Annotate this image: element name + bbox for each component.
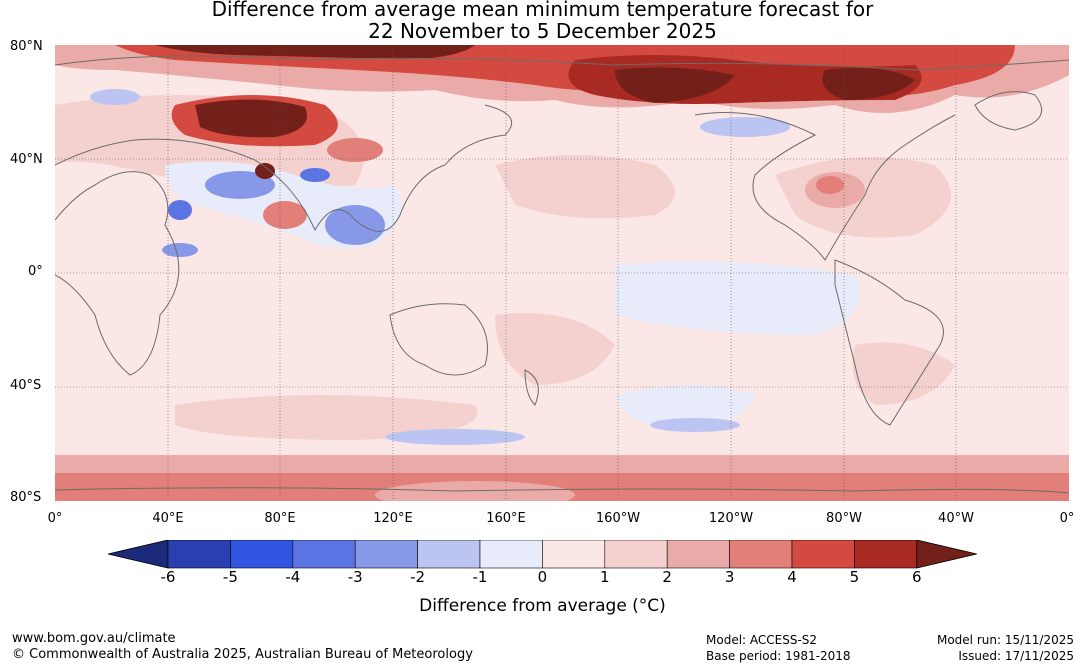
north-america-coast <box>694 112 956 261</box>
coastlines <box>55 55 1069 494</box>
temperature-anomaly-map <box>55 45 1069 501</box>
footer-base-period: Base period: 1981-2018 <box>706 649 851 663</box>
colorbar-extend-low <box>108 540 169 569</box>
cool-patch-alaska <box>700 117 790 137</box>
lon-label-0-west: 0° <box>47 511 63 526</box>
colorbar-cell <box>854 540 918 569</box>
footer-model: Model: ACCESS-S2 <box>706 633 818 647</box>
new-zealand-coast <box>524 369 539 406</box>
graticule <box>55 45 1069 501</box>
cool-patch-southeast-asia <box>325 205 385 245</box>
colorbar-cell <box>479 540 543 569</box>
lat-label-80s: 80°S <box>10 490 42 505</box>
west-siberia-extreme <box>195 99 307 138</box>
colorbar-cell <box>604 540 668 569</box>
lat-label-40s: 40°S <box>10 378 42 393</box>
cool-spot-himalaya <box>300 168 330 182</box>
iceland-greenland-coast <box>974 91 1043 131</box>
warm-patch-tasman <box>495 313 615 385</box>
lat-label-40n: 40°N <box>10 152 43 167</box>
footer-issued: Issued: 17/11/2025 <box>958 649 1074 663</box>
colorbar-extend-high <box>916 540 977 569</box>
colorbar-cell <box>354 540 418 569</box>
cool-patch-tibet <box>205 171 275 199</box>
tarim-hotspot <box>255 163 275 179</box>
colorbar-tick-label: 4 <box>787 568 797 586</box>
arctic-extreme-west <box>155 45 475 60</box>
warm-patch-north-pacific <box>495 155 675 219</box>
colorbar-tick-label: 6 <box>912 568 922 586</box>
warm-patch-southern-indian <box>175 395 478 440</box>
cool-streak-southern-ocean <box>385 429 525 445</box>
lon-label-160e: 160°E <box>486 511 526 526</box>
lat-label-0: 0° <box>28 264 43 279</box>
colorbar-cell <box>542 540 606 569</box>
cool-patch-scandinavia <box>90 89 140 105</box>
india-warm <box>263 201 307 229</box>
colorbar-tick-label: 2 <box>662 568 672 586</box>
colorbar-label: Difference from average (°C) <box>419 596 666 616</box>
cool-streak-south-pacific <box>650 418 740 432</box>
footer-model-run: Model run: 15/11/2025 <box>936 633 1074 647</box>
africa-coast <box>55 171 180 376</box>
lat-label-80n: 80°N <box>10 39 43 54</box>
lon-label-0-east: 0° <box>1059 511 1075 526</box>
colorbar-tick-label: -6 <box>160 568 176 586</box>
cool-patch-equatorial-pacific <box>615 261 860 335</box>
mongolia-warm <box>327 138 383 162</box>
south-america-coast <box>834 259 944 426</box>
colorbar-tick-label: -5 <box>222 568 238 586</box>
lon-label-40w: 40°W <box>938 511 974 526</box>
colorbar-tick-label: 0 <box>537 568 548 586</box>
colorbar-cell <box>729 540 793 569</box>
colorbar-cell <box>791 540 855 569</box>
colorbar-tick-label: -4 <box>285 568 301 586</box>
us-east-hot <box>816 176 844 194</box>
colorbar-tick-label: 1 <box>600 568 610 586</box>
colorbar <box>108 540 977 569</box>
colorbar-cell <box>167 540 231 569</box>
antarctica-coast <box>55 487 1069 494</box>
lon-label-80w: 80°W <box>826 511 862 526</box>
lon-label-160w: 160°W <box>595 511 641 526</box>
colorbar-cell <box>417 540 481 569</box>
asia-coast <box>55 104 513 232</box>
lon-label-120w: 120°W <box>708 511 754 526</box>
colorbar-tick-label: -1 <box>472 568 488 586</box>
footer-copyright: © Commonwealth of Australia 2025, Austra… <box>12 647 473 662</box>
colorbar-cell <box>666 540 730 569</box>
colorbar-tick-label: 3 <box>724 568 735 586</box>
map-canvas <box>55 45 1069 501</box>
colorbar-tick-label: -2 <box>410 568 426 586</box>
footer-url: www.bom.gov.au/climate <box>12 631 176 646</box>
colorbar-tick-label: 5 <box>849 568 860 586</box>
cool-patch-south-pacific <box>615 385 755 430</box>
colorbar-tick-label: -3 <box>347 568 363 586</box>
warm-patch-south-america <box>852 342 955 405</box>
lon-label-80e: 80°E <box>264 511 296 526</box>
cool-spot-horn-africa <box>162 243 198 257</box>
map-title-line1: Difference from average mean minimum tem… <box>211 0 874 21</box>
arctic-coast <box>55 55 1069 71</box>
lon-label-120e: 120°E <box>373 511 413 526</box>
australia-coast <box>389 303 488 376</box>
lon-label-40e: 40°E <box>152 511 184 526</box>
colorbar-cell <box>292 540 356 569</box>
cool-spot-arabia <box>168 200 192 220</box>
chukotka-extreme <box>822 67 915 100</box>
east-siberia-extreme <box>615 67 735 103</box>
colorbar-cell <box>230 540 294 569</box>
map-title-line2: 22 November to 5 December 2025 <box>368 19 717 43</box>
